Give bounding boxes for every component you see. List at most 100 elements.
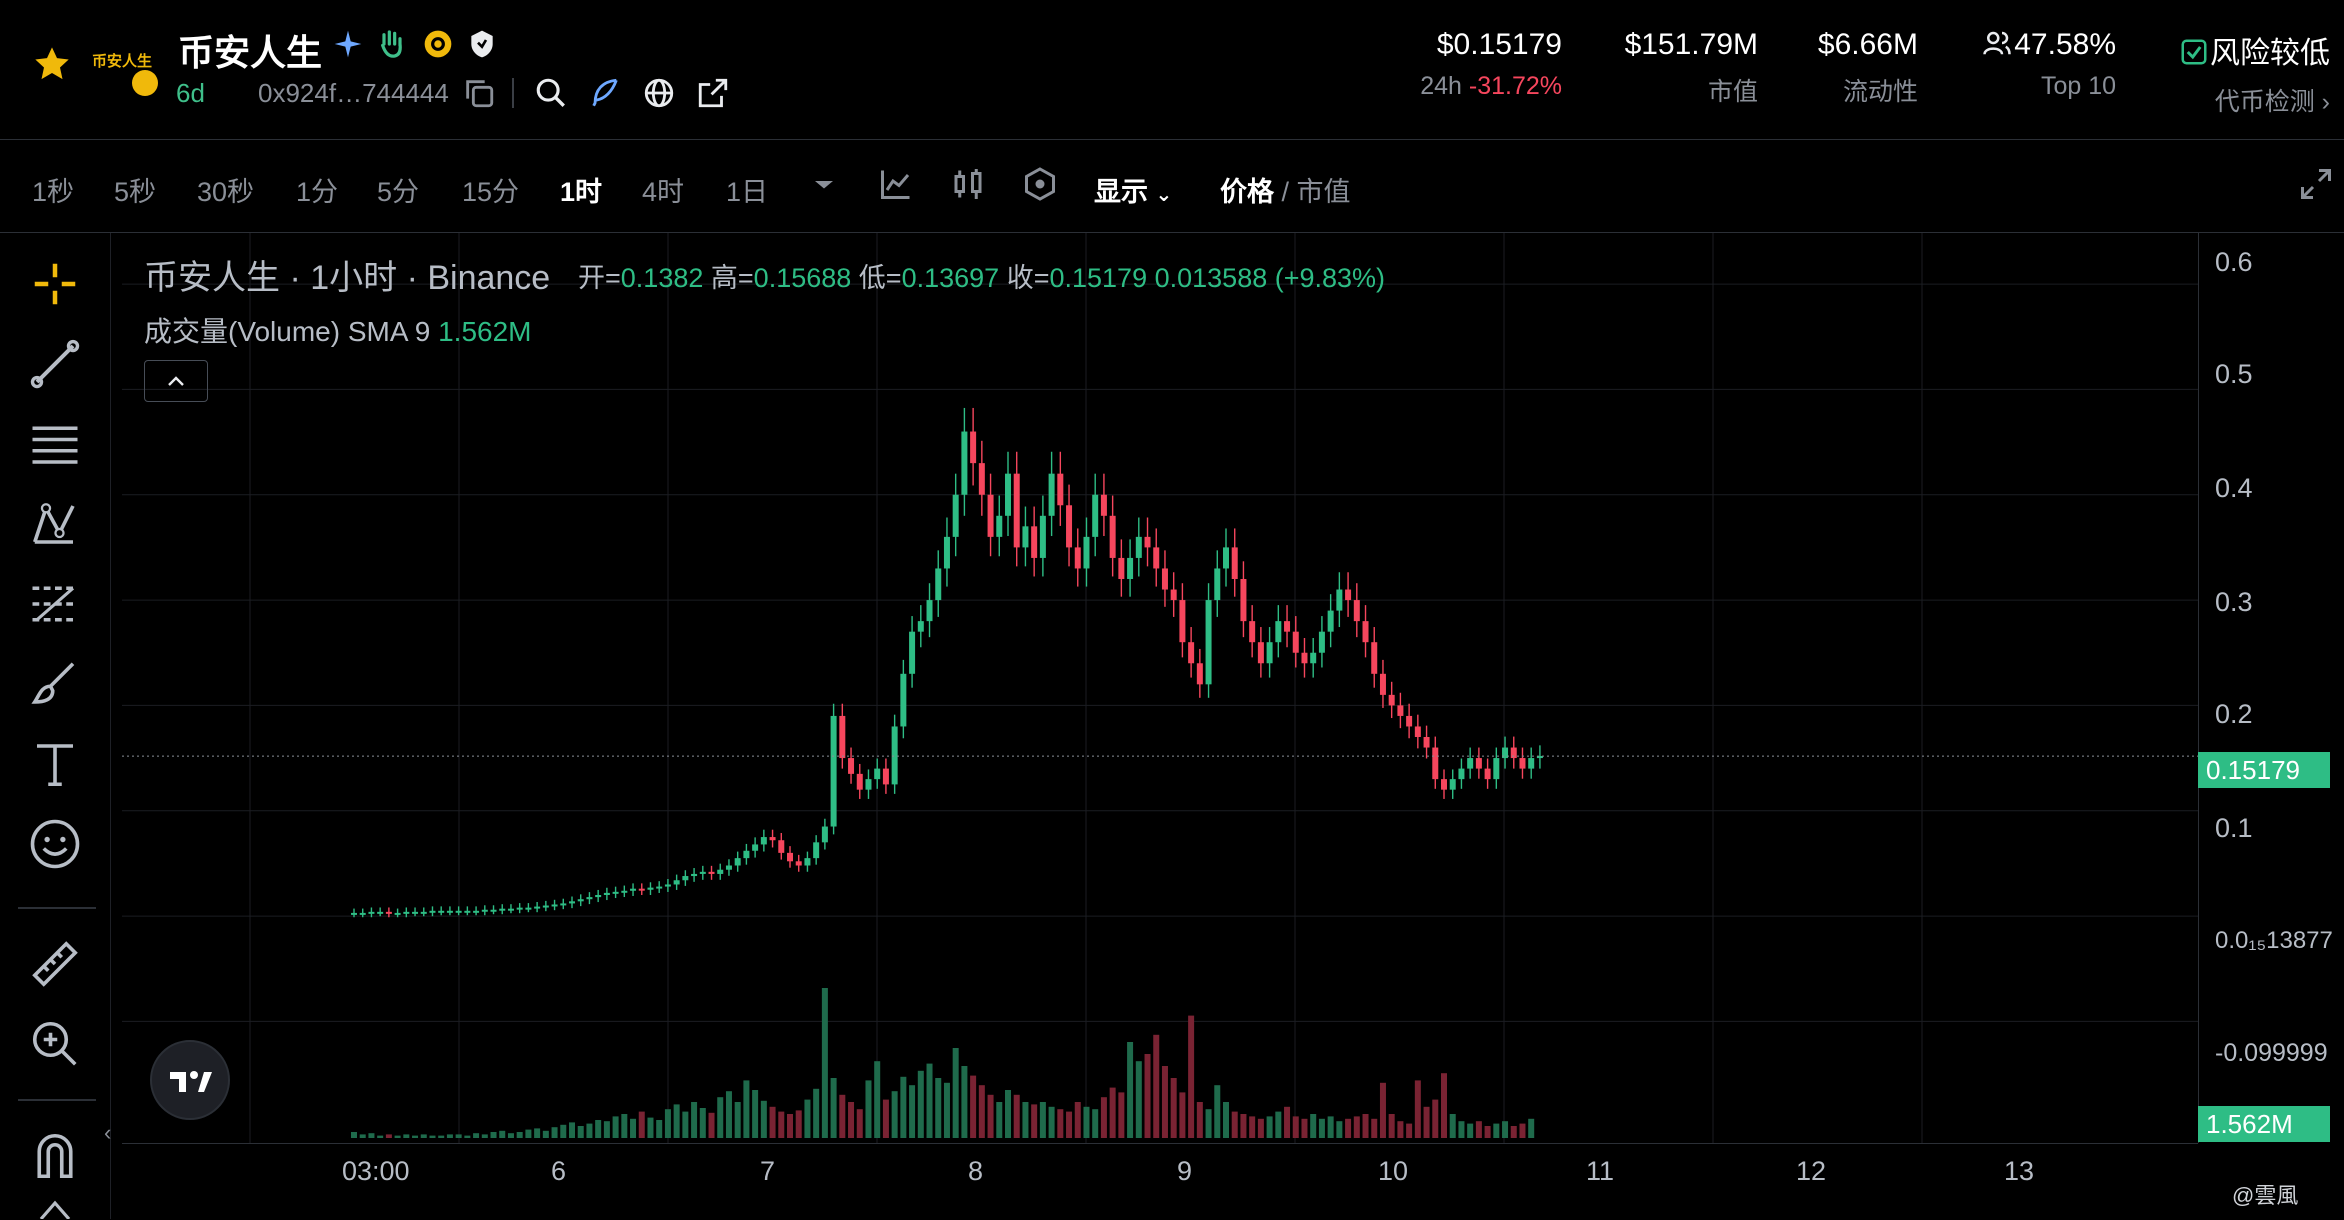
volume-bar: [385, 1134, 392, 1138]
copy-icon[interactable]: [462, 76, 496, 110]
timeframe-15m[interactable]: 15分: [462, 177, 520, 207]
stat-price: $0.15179 24h -31.72%: [1380, 28, 1562, 101]
timeframe-30s[interactable]: 30秒: [197, 177, 255, 207]
volume-bar: [551, 1127, 558, 1138]
volume-bar: [638, 1111, 645, 1138]
time-tick: 10: [1378, 1156, 1409, 1186]
time-tick: 03:00: [342, 1156, 410, 1186]
risk-check-link-row[interactable]: 代币检测 ›: [2166, 82, 2330, 118]
tool-divider: [18, 1099, 96, 1101]
horizontal-lines-icon[interactable]: [28, 417, 82, 471]
search-icon[interactable]: [534, 76, 568, 110]
candles-icon[interactable]: [950, 166, 986, 202]
open-value: 0.1382: [620, 263, 704, 293]
volume-bar: [804, 1099, 811, 1138]
volume-bar: [1074, 1102, 1081, 1138]
candle-body: [499, 908, 506, 911]
volume-bar: [481, 1134, 488, 1138]
volume-legend-value: 1.562M: [438, 316, 532, 347]
volume-bar: [848, 1102, 855, 1138]
volume-bar: [490, 1132, 497, 1138]
risk-check[interactable]: 风险较低 代币检测 ›: [2166, 28, 2330, 118]
volume-bar: [1257, 1118, 1264, 1138]
timeframe-5m[interactable]: 5分: [377, 177, 420, 207]
collapse-legend-button[interactable]: [144, 360, 208, 402]
timeframe-5s[interactable]: 5秒: [114, 177, 157, 207]
mcap-toggle[interactable]: 市值: [1296, 177, 1351, 207]
volume-bar: [1153, 1034, 1160, 1138]
volume-bar: [1057, 1109, 1064, 1138]
candle-body: [403, 911, 410, 914]
expand-toolbar-icon[interactable]: ‹: [104, 1120, 112, 1145]
low-label: 低=: [858, 263, 902, 293]
at-sign-icon: [424, 30, 452, 58]
indicators-icon[interactable]: [1022, 166, 1058, 202]
candle-body: [1353, 600, 1360, 622]
ruler-icon[interactable]: [28, 937, 82, 991]
external-link-icon[interactable]: [696, 76, 730, 110]
price-axis[interactable]: 0.6 0.5 0.4 0.3 0.2 0.1 0.0₁₅13877 -0.09…: [2198, 233, 2344, 1143]
volume-bar: [856, 1109, 863, 1138]
zoom-in-icon[interactable]: [28, 1017, 82, 1071]
candle-body: [752, 844, 759, 851]
volume-bar: [917, 1070, 924, 1138]
candle-body: [525, 907, 532, 910]
candle-body: [1266, 642, 1273, 664]
feather-icon[interactable]: [588, 76, 622, 110]
timeframe-1d[interactable]: 1日: [726, 177, 769, 207]
stat-top10: 47.58% Top 10: [1968, 28, 2116, 101]
candle-body: [1048, 473, 1055, 516]
risk-level-row: 风险较低: [2166, 28, 2330, 72]
volume-bar: [821, 988, 828, 1138]
chevron-down-icon: ⌄: [1155, 184, 1173, 206]
risk-check-link[interactable]: 代币检测: [2214, 88, 2315, 116]
price-toggle[interactable]: 价格: [1220, 177, 1274, 207]
timeframe-1h[interactable]: 1时: [560, 177, 603, 207]
candle-body: [804, 858, 811, 866]
crosshair-icon[interactable]: [28, 257, 82, 311]
line-chart-icon[interactable]: [878, 166, 914, 202]
candle-body: [664, 884, 671, 887]
candle-body: [621, 890, 628, 893]
price-tick: 0.0₁₅13877: [2215, 927, 2333, 954]
candle-body: [1135, 536, 1142, 558]
candle-body: [1022, 526, 1029, 548]
candlestick-chart[interactable]: [122, 233, 2198, 1143]
magnet-icon[interactable]: [28, 1129, 82, 1183]
globe-icon[interactable]: [642, 76, 676, 110]
volume-bar: [1449, 1114, 1456, 1138]
fib-retracement-icon[interactable]: [28, 577, 82, 631]
timeframe-4h[interactable]: 4时: [642, 177, 685, 207]
candle-body: [638, 888, 645, 891]
time-axis[interactable]: [122, 1143, 2198, 1220]
tool-divider: [18, 907, 96, 909]
price-mcap-toggle[interactable]: 价格 / 市值: [1220, 170, 1351, 209]
volume-bar: [1039, 1102, 1046, 1138]
candle-body: [1240, 579, 1247, 622]
candle-body: [1414, 726, 1421, 737]
favorite-star-icon[interactable]: [32, 44, 72, 84]
lock-icon[interactable]: [28, 1199, 82, 1219]
trend-line-icon[interactable]: [28, 337, 82, 391]
fullscreen-icon[interactable]: [2298, 166, 2334, 202]
stat-price-change-value: -31.72%: [1468, 72, 1562, 100]
text-tool-icon[interactable]: [28, 737, 82, 791]
candle-body: [1379, 673, 1386, 695]
candle-body: [1502, 747, 1509, 759]
display-menu[interactable]: 显示 ⌄: [1094, 170, 1172, 209]
timeframe-1s[interactable]: 1秒: [32, 177, 75, 207]
candle-body: [1066, 505, 1073, 548]
caret-down-icon[interactable]: [806, 166, 842, 202]
volume-bar: [429, 1135, 436, 1138]
pattern-icon[interactable]: [28, 497, 82, 551]
timeframe-1m[interactable]: 1分: [296, 177, 339, 207]
price-tick: 0.4: [2215, 473, 2253, 503]
volume-bar: [1083, 1106, 1090, 1138]
brush-icon[interactable]: [28, 657, 82, 711]
emoji-icon[interactable]: [28, 817, 82, 871]
candle-body: [682, 876, 689, 881]
candle-body: [507, 908, 514, 911]
tradingview-logo-icon[interactable]: [150, 1040, 230, 1120]
volume-bar: [1240, 1114, 1247, 1138]
candle-body: [1074, 547, 1081, 569]
